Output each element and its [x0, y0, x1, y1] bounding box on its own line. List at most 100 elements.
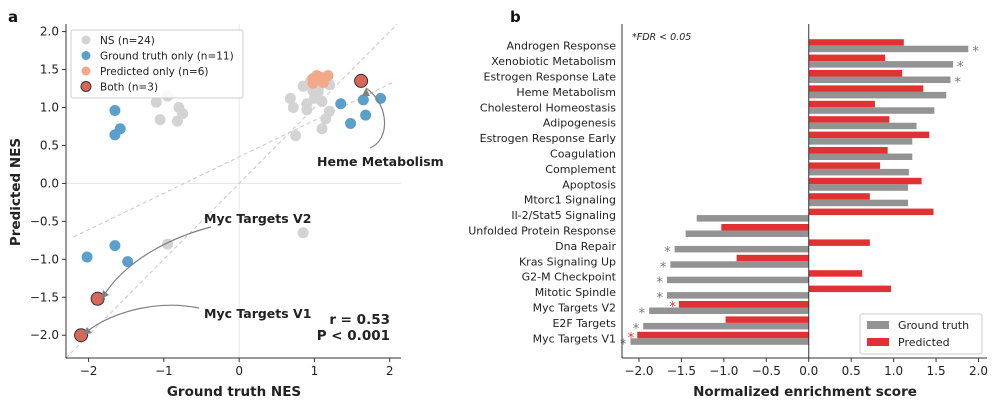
myc-v1-arrowhead	[83, 327, 92, 335]
category-label: Mitotic Spindle	[535, 286, 617, 299]
bar-x-tick-label: 2.0	[969, 364, 988, 378]
category-label: Heme Metabolism	[516, 86, 616, 99]
scatter-panel: a −2 −1 0 1 2 −2.0 −1.5 −1.0 −0.5 0.0 0.5 1.0 1.5 2.0…	[8, 8, 444, 400]
annotation-heme-metabolism: Heme Metabolism	[317, 154, 444, 169]
scatter-x-axis-label: Ground truth NES	[167, 384, 301, 400]
bar-ground-truth	[808, 199, 909, 207]
category-label: Estrogen Response Early	[480, 132, 617, 145]
bar-ground-truth	[808, 168, 909, 176]
bar-ground-truth	[808, 76, 951, 83]
bar-ground-truth	[670, 261, 809, 268]
bar-legend-label-gt: Ground truth	[898, 319, 969, 332]
scatter-y-tick-label: −1.5	[30, 290, 59, 304]
significance-star-ground-truth: *	[633, 322, 640, 337]
category-label: Coagulation	[550, 148, 616, 161]
scatter-point-ns	[316, 95, 328, 107]
scatter-point-gt	[122, 256, 134, 268]
myc-v2-arrowhead	[101, 290, 109, 299]
scatter-point-pred	[314, 71, 326, 83]
bar-predicted	[725, 316, 809, 323]
bar-ground-truth	[808, 138, 913, 145]
bar-ground-truth	[808, 107, 935, 114]
bar-predicted	[808, 100, 875, 108]
myc-v2-arrow	[103, 226, 212, 296]
heme-arrowhead	[362, 88, 370, 96]
bar-predicted	[808, 177, 922, 185]
bar-predicted	[721, 224, 809, 231]
panel-label-b: b	[510, 8, 521, 26]
bar-predicted	[678, 301, 809, 308]
category-label: Kras Signaling Up	[519, 255, 616, 268]
fdr-note: *FDR < 0.05	[632, 32, 691, 43]
stat-p: P < 0.001	[317, 328, 390, 344]
scatter-legend-label-ns: NS (n=24)	[100, 35, 155, 47]
scatter-ticks: −2 −1 0 1 2 −2.0 −1.5 −1.0 −0.5 0.0 0.5 1.0 1.5 2.0	[30, 25, 394, 378]
scatter-point-gt	[360, 109, 372, 121]
scatter-legend-label-gt: Ground truth only (n=11)	[100, 51, 234, 63]
significance-star-ground-truth: *	[955, 76, 962, 91]
scatter-axes	[65, 24, 401, 359]
scatter-legend-marker-ns	[81, 35, 91, 45]
significance-star-predicted: *	[628, 331, 635, 346]
bar-axes	[621, 24, 987, 359]
scatter-point-both	[74, 328, 89, 343]
bar-ground-truth	[808, 91, 947, 99]
scatter-point-gt	[357, 94, 369, 106]
scatter-point-gt	[109, 105, 121, 117]
heme-arrow	[365, 87, 386, 149]
category-label: Estrogen Response Late	[484, 71, 617, 84]
scatter-point-ns	[290, 130, 302, 142]
significance-star-ground-truth: *	[639, 307, 646, 322]
scatter-x-tick-label: 0	[235, 364, 243, 378]
scatter-y-axis-label: Predicted NES	[8, 138, 24, 246]
myc-v1-arrow	[85, 304, 200, 333]
scatter-point-both	[90, 291, 105, 306]
scatter-y-tick-label: 1.0	[40, 101, 59, 115]
bar-ground-truth	[685, 230, 809, 237]
bar-ground-truth	[808, 122, 917, 130]
scatter-legend: NS (n=24) Ground truth only (n=11) Predict…	[70, 29, 244, 99]
scatter-point-ns	[284, 92, 296, 104]
category-label: Myc Targets V2	[533, 302, 616, 315]
bar-predicted	[808, 162, 881, 169]
scatter-point-ns	[287, 102, 299, 113]
bar-ground-truth	[808, 153, 913, 160]
bar-ground-truth	[674, 245, 809, 253]
bar-category-labels: Androgen Response Xenobiotic Metabolism Es…	[468, 40, 616, 346]
bar-legend: Ground truth Predicted	[859, 313, 983, 355]
bar-predicted	[808, 285, 892, 293]
significance-star-ground-truth: *	[957, 60, 964, 75]
bar-predicted	[808, 147, 888, 154]
scatter-point-both	[354, 73, 369, 88]
scatter-y-tick-label: 2.0	[40, 25, 59, 39]
scatter-point-ns	[297, 227, 309, 239]
category-label: Dna Repair	[555, 240, 616, 253]
category-label: Mtorc1 Signaling	[524, 194, 616, 207]
scatter-legend-marker-both	[80, 81, 92, 92]
scatter-point-ns	[316, 123, 328, 135]
category-label: Myc Targets V1	[533, 332, 616, 345]
scatter-point-ns	[154, 114, 166, 126]
scatter-legend-label-both: Both (n=3)	[100, 82, 158, 94]
significance-star-ground-truth: *	[656, 276, 663, 291]
bar-legend-box	[859, 313, 983, 355]
bar-legend-swatch-gt	[867, 321, 889, 329]
scatter-point-gt	[335, 98, 347, 110]
scatter-legend-label-pred: Predicted only (n=6)	[100, 66, 209, 78]
significance-star-ground-truth: *	[664, 245, 671, 260]
scatter-point-ns	[171, 115, 183, 127]
bar-x-tick-label: 0.5	[842, 364, 861, 378]
scatter-legend-marker-gt	[81, 51, 91, 60]
scatter-y-tick-label: −0.5	[30, 214, 59, 228]
significance-star-ground-truth: *	[660, 260, 667, 275]
significance-star-ground-truth: *	[620, 337, 627, 352]
bar-ground-truth	[649, 307, 809, 314]
bar-x-axis-label: Normalized enrichment score	[693, 384, 917, 400]
scatter-point-ns	[150, 96, 162, 108]
bar-x-tick-label: −0.5	[752, 364, 781, 378]
scatter-x-tick-label: −2	[80, 364, 98, 378]
bar-predicted	[808, 70, 903, 77]
bar-predicted	[808, 39, 904, 46]
scatter-annotations: Heme Metabolism Myc Targets V2 Myc Targe…	[83, 87, 444, 335]
